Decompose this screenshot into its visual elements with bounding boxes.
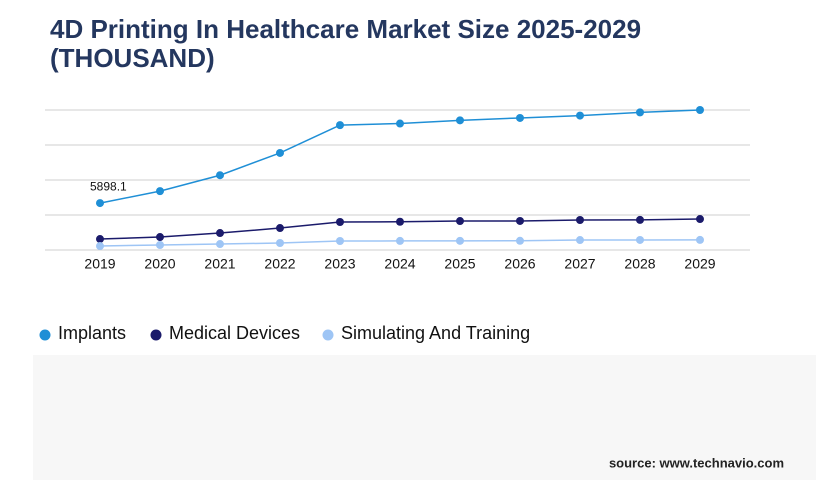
legend-marker xyxy=(150,329,162,341)
data-point xyxy=(516,216,524,225)
data-point xyxy=(516,113,524,122)
x-tick-label: 2027 xyxy=(564,256,595,272)
data-point xyxy=(216,171,224,180)
data-point xyxy=(576,216,584,225)
x-tick-label: 2021 xyxy=(204,256,235,272)
x-tick-label: 2024 xyxy=(384,256,415,272)
data-point xyxy=(456,236,464,245)
x-tick-label: 2020 xyxy=(144,256,175,272)
data-point xyxy=(336,218,344,226)
data-point xyxy=(336,237,344,246)
data-point xyxy=(336,121,344,130)
data-point xyxy=(696,235,704,244)
data-point xyxy=(276,148,284,157)
data-point xyxy=(396,236,404,245)
data-point xyxy=(576,236,584,245)
data-point xyxy=(156,187,164,196)
chart-subtitle: (THOUSAND) xyxy=(50,43,215,73)
x-tick-label: 2025 xyxy=(444,256,475,272)
data-point xyxy=(96,199,104,208)
data-point xyxy=(456,217,464,226)
data-point xyxy=(636,108,644,117)
data-point xyxy=(636,235,644,244)
data-point xyxy=(516,236,524,245)
data-point xyxy=(576,111,584,120)
data-point xyxy=(276,239,284,247)
data-point xyxy=(96,235,104,244)
data-point xyxy=(216,229,224,238)
data-point xyxy=(96,242,104,251)
data-point xyxy=(156,240,164,249)
legend-marker xyxy=(39,329,51,341)
data-point xyxy=(396,217,404,226)
legend-label: Simulating And Training xyxy=(341,323,530,343)
data-point xyxy=(276,224,284,233)
data-point xyxy=(396,119,404,128)
data-point xyxy=(216,240,224,249)
data-point xyxy=(456,116,464,125)
x-tick-label: 2029 xyxy=(684,256,715,272)
data-point xyxy=(696,215,704,224)
x-tick-label: 2022 xyxy=(264,256,295,272)
source: source: www.technavio.com xyxy=(609,455,784,470)
data-point xyxy=(696,106,704,114)
legend-label: Medical Devices xyxy=(169,323,300,343)
chart-title: 4D Printing In Healthcare Market Size 20… xyxy=(50,14,641,44)
x-tick-label: 2023 xyxy=(324,256,355,272)
x-tick-label: 2019 xyxy=(84,256,115,272)
legend-marker xyxy=(322,329,334,341)
data-point xyxy=(156,233,164,242)
legend-label: Implants xyxy=(58,323,126,343)
x-tick-label: 2028 xyxy=(624,256,655,272)
data-label: 5898.1 xyxy=(90,179,127,193)
data-point xyxy=(636,215,644,224)
x-tick-label: 2026 xyxy=(504,256,535,272)
footer-panel xyxy=(33,355,816,480)
